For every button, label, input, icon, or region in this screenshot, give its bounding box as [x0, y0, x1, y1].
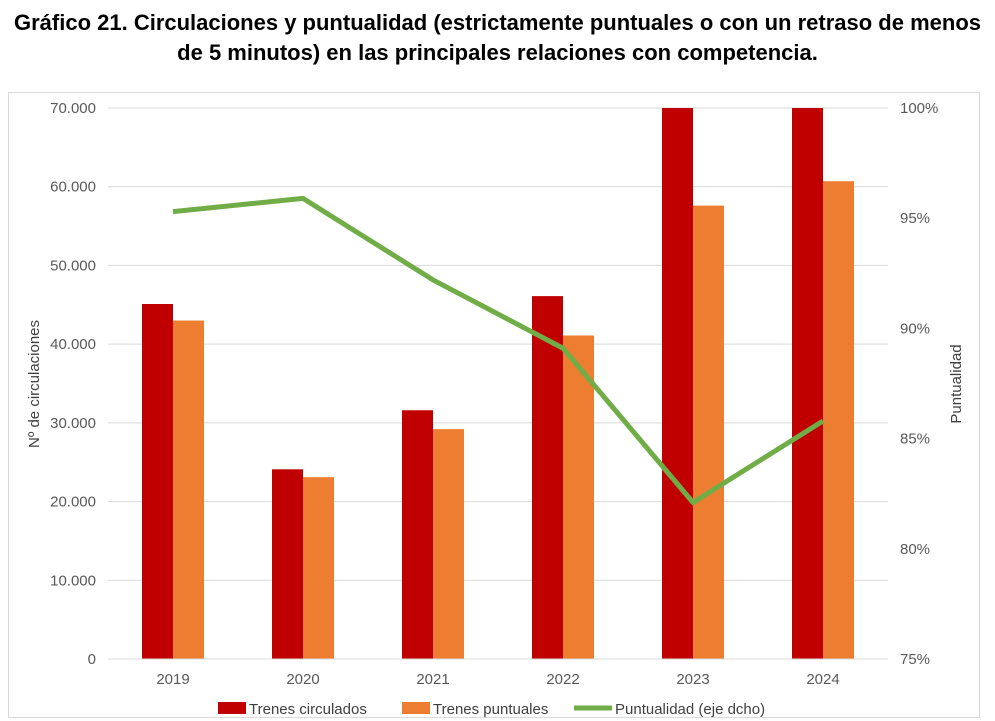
bar-trenes-puntuales	[823, 181, 854, 659]
x-tick-label: 2022	[546, 671, 579, 688]
y2-axis-title: Puntualidad	[948, 344, 965, 423]
x-tick-label: 2021	[416, 671, 449, 688]
bar-trenes-circulados	[662, 108, 693, 659]
line-puntualidad	[173, 198, 823, 502]
legend-label: Trenes circulados	[249, 701, 367, 718]
y2-tick-label: 90%	[900, 320, 930, 337]
bar-trenes-circulados	[792, 108, 823, 659]
y-tick-label: 0	[88, 651, 96, 668]
y-tick-label: 60.000	[50, 179, 96, 196]
y2-tick-label: 100%	[900, 100, 938, 117]
y-tick-label: 40.000	[50, 336, 96, 353]
y-tick-label: 20.000	[50, 494, 96, 511]
x-tick-label: 2020	[286, 671, 319, 688]
chart-svg: 0 10.000 20.000 30.000 40.000 50.000 60.000 70.…	[0, 0, 995, 721]
x-tick-label: 2019	[156, 671, 189, 688]
x-tick-label: 2024	[806, 671, 839, 688]
bar-trenes-puntuales	[433, 429, 464, 659]
bar-trenes-puntuales	[303, 477, 334, 659]
bar-trenes-circulados	[142, 304, 173, 659]
bar-trenes-puntuales	[173, 321, 204, 659]
y-tick-label: 30.000	[50, 415, 96, 432]
y-tick-label: 10.000	[50, 572, 96, 589]
legend-label: Trenes puntuales	[433, 701, 548, 718]
bar-trenes-circulados	[402, 410, 433, 659]
y2-tick-label: 95%	[900, 210, 930, 227]
legend-swatch	[402, 702, 430, 714]
legend-swatch	[218, 702, 246, 714]
y-tick-label: 70.000	[50, 100, 96, 117]
bar-trenes-circulados	[532, 296, 563, 659]
y-tick-label: 50.000	[50, 257, 96, 274]
bar-trenes-circulados	[272, 469, 303, 659]
bar-trenes-puntuales	[563, 335, 594, 659]
y-axis-title: Nº de circulaciones	[26, 320, 43, 448]
y2-tick-label: 85%	[900, 431, 930, 448]
y2-tick-label: 75%	[900, 651, 930, 668]
legend-label: Puntualidad (eje dcho)	[615, 701, 765, 718]
bar-trenes-puntuales	[693, 206, 724, 659]
y2-tick-label: 80%	[900, 541, 930, 558]
x-tick-label: 2023	[676, 671, 709, 688]
